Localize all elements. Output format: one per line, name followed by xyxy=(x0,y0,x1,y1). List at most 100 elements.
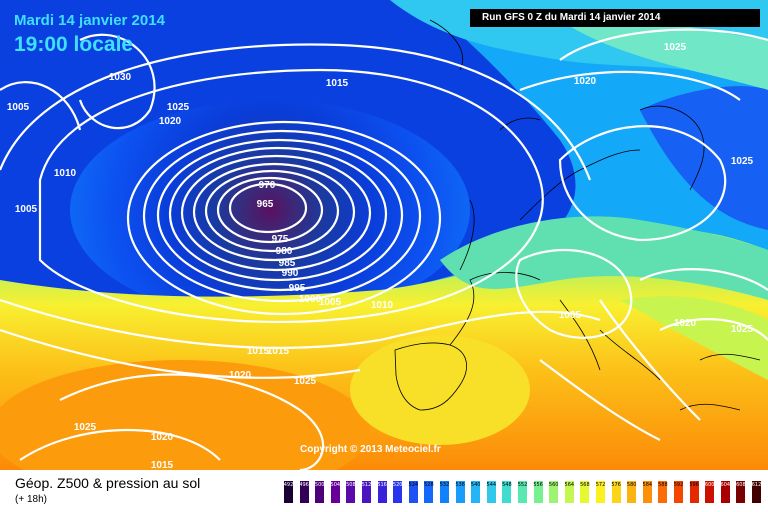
iberia-warm xyxy=(350,335,530,445)
isobar-label: 975 xyxy=(272,234,289,245)
legend-swatch xyxy=(329,480,341,504)
legend-value: 600 xyxy=(704,482,715,488)
legend-value: 608 xyxy=(736,482,746,488)
legend-swatch xyxy=(314,480,326,504)
legend-value: 588 xyxy=(658,482,668,488)
legend-value: 568 xyxy=(580,482,590,488)
isobar-label: 1025 xyxy=(74,422,97,433)
isobar xyxy=(558,125,727,242)
legend-swatch xyxy=(563,480,575,504)
legend-value: 572 xyxy=(595,482,606,488)
northeast-cold xyxy=(640,86,768,230)
legend-value: 548 xyxy=(502,482,512,488)
weather-map: 1030 1025 1020 1005 1010 1005 1015 1025 1020 1025… xyxy=(0,0,768,470)
legend-value: 544 xyxy=(486,482,497,488)
isobar xyxy=(216,176,324,244)
isobar xyxy=(142,129,422,303)
isobar-label: 970 xyxy=(259,180,276,191)
legend-swatch xyxy=(735,480,747,504)
legend-swatch xyxy=(751,480,762,504)
isobar-label: 965 xyxy=(257,199,274,210)
legend-swatch xyxy=(361,480,372,504)
isobar-label: 1025 xyxy=(294,376,317,387)
isobar xyxy=(539,359,661,441)
legend-swatch xyxy=(470,480,482,504)
isobar-label: 1005 xyxy=(7,102,30,113)
legend-value: 508 xyxy=(346,482,356,488)
isobar xyxy=(168,146,388,282)
balkan-band xyxy=(620,296,768,380)
legend-value: 576 xyxy=(611,482,621,488)
isobar-label: 1000 xyxy=(299,294,322,305)
legend-value: 516 xyxy=(377,482,387,488)
legend-swatch xyxy=(454,480,466,504)
isobars xyxy=(0,28,768,470)
isobar xyxy=(192,162,356,262)
forecast-time: 19:00 locale xyxy=(14,33,134,56)
legend-value: 596 xyxy=(689,482,699,488)
legend-swatch xyxy=(626,480,638,504)
isobar-label: 1020 xyxy=(229,370,252,381)
legend-value: 604 xyxy=(720,482,731,488)
isobar xyxy=(0,328,361,379)
isobar-label: 1015 xyxy=(267,346,290,357)
isobar-label: 1020 xyxy=(574,76,597,87)
legend-value: 512 xyxy=(361,482,372,488)
isobar xyxy=(0,81,82,131)
legend-value: 520 xyxy=(392,482,403,488)
isobar-label: 1025 xyxy=(731,324,754,335)
isobar xyxy=(19,428,221,461)
isobar-label: 1005 xyxy=(15,204,38,215)
isobar-label: 1025 xyxy=(731,156,754,167)
legend-value: 556 xyxy=(533,482,543,488)
legend-swatch xyxy=(532,480,544,504)
isobar-labels: 1030 1025 1020 1005 1010 1005 1015 1025 1020 1025… xyxy=(7,42,754,470)
legend-value: 532 xyxy=(439,482,450,488)
isobar-label: 985 xyxy=(279,258,296,269)
legend-swatch xyxy=(610,480,622,504)
isobar-label: 995 xyxy=(289,283,306,294)
legend-swatch xyxy=(407,480,419,504)
legend-swatch xyxy=(579,480,591,504)
legend-value: 564 xyxy=(564,482,575,488)
legend-swatch xyxy=(719,480,731,504)
legend-value: 580 xyxy=(626,482,637,488)
isobar-label: 1005 xyxy=(319,297,342,308)
map-canvas: 1030 1025 1020 1005 1010 1005 1015 1025 1020 1025… xyxy=(0,0,768,470)
legend-swatch xyxy=(298,480,310,504)
isobar xyxy=(519,70,741,101)
legend-swatch xyxy=(423,480,435,504)
legend-value: 492 xyxy=(283,482,294,488)
isobar-label: 1030 xyxy=(109,72,132,83)
legend-value: 528 xyxy=(424,482,434,488)
isobar xyxy=(38,68,544,323)
isobar-label: 1005 xyxy=(559,310,582,321)
isobar-label: 1015 xyxy=(326,78,349,89)
isobar-label: 1010 xyxy=(371,300,394,311)
copyright-notice: Copyright © 2013 Meteociel.fr xyxy=(300,444,441,455)
isobar xyxy=(228,182,308,234)
isobar-label: 990 xyxy=(282,268,299,279)
isobar xyxy=(599,299,701,421)
legend-swatch xyxy=(376,480,388,504)
legend-swatch xyxy=(485,480,497,504)
legend-value: 500 xyxy=(314,482,325,488)
legend-value: 496 xyxy=(299,482,309,488)
legend-swatch xyxy=(673,480,684,504)
legend-swatch xyxy=(345,480,357,504)
legend-swatch xyxy=(501,480,513,504)
coastlines xyxy=(394,19,761,411)
legend-value: 540 xyxy=(470,482,481,488)
legend-swatch xyxy=(517,480,528,504)
isobar-label: 1025 xyxy=(664,42,687,53)
legend-value: 612 xyxy=(751,482,762,488)
legend-swatch xyxy=(392,480,404,504)
legend-value: 504 xyxy=(330,482,341,488)
isobar xyxy=(204,169,340,253)
isobar-label: 1010 xyxy=(54,168,77,179)
isobar-label: 1020 xyxy=(159,116,182,127)
map-footer: Géop. Z500 & pression au sol (+ 18h) 492… xyxy=(0,470,768,512)
legend-swatch xyxy=(439,480,450,504)
legend-value: 592 xyxy=(673,482,684,488)
north-green-band xyxy=(560,17,768,90)
